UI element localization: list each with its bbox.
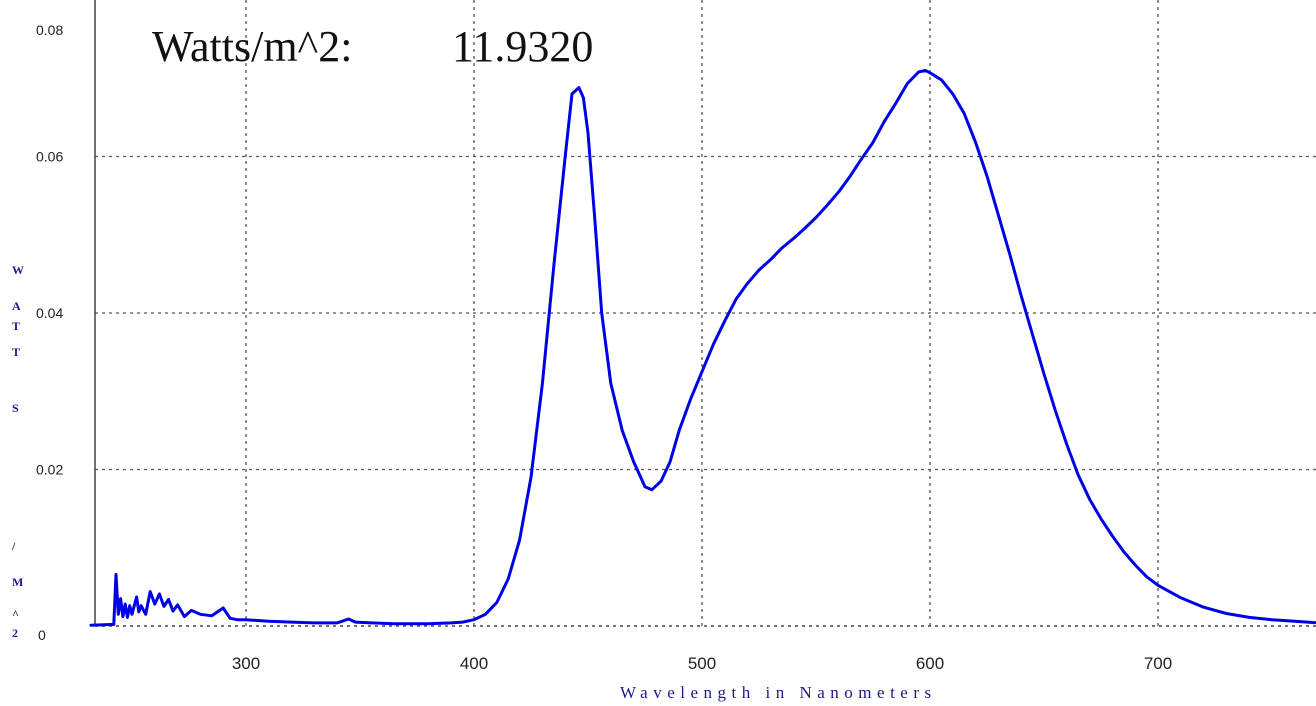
labels-layer: Watts/m^2: 11.9320 Wavelength in Nanomet… bbox=[152, 22, 937, 702]
gridlines bbox=[95, 0, 1316, 626]
axes bbox=[94, 0, 1316, 627]
chart-title-label: Watts/m^2: bbox=[152, 22, 352, 71]
y-axis-label-char: 2 bbox=[12, 626, 18, 640]
series-layer bbox=[89, 68, 1316, 627]
chart-title-value: 11.9320 bbox=[452, 22, 593, 71]
y-axis-label-char: W bbox=[12, 263, 24, 277]
y-tick-label: 0 bbox=[38, 627, 46, 643]
y-axis-label-char: T bbox=[12, 345, 20, 359]
y-axis-label-char: T bbox=[12, 319, 20, 333]
x-tick-label: 400 bbox=[460, 654, 488, 673]
x-axis-label: Wavelength in Nanometers bbox=[620, 683, 937, 702]
y-tick-label: 0.08 bbox=[36, 22, 63, 38]
y-axis-label-char: / bbox=[11, 539, 16, 553]
y-tick-label: 0.06 bbox=[36, 149, 63, 165]
y-axis-label-char: ^ bbox=[12, 607, 19, 621]
y-axis-label-char: A bbox=[12, 299, 21, 313]
spectrum-series-line bbox=[89, 68, 1316, 627]
x-tick-label: 300 bbox=[232, 654, 260, 673]
y-axis-label-char: S bbox=[12, 401, 19, 415]
x-tick-label: 700 bbox=[1144, 654, 1172, 673]
tick-labels: 00.020.040.060.08300400500600700800 bbox=[36, 22, 1172, 673]
y-tick-label: 0.02 bbox=[36, 462, 63, 478]
y-tick-label: 0.04 bbox=[36, 305, 63, 321]
x-tick-label: 500 bbox=[688, 654, 716, 673]
y-axis-label-char: M bbox=[12, 575, 23, 589]
x-tick-label: 600 bbox=[916, 654, 944, 673]
